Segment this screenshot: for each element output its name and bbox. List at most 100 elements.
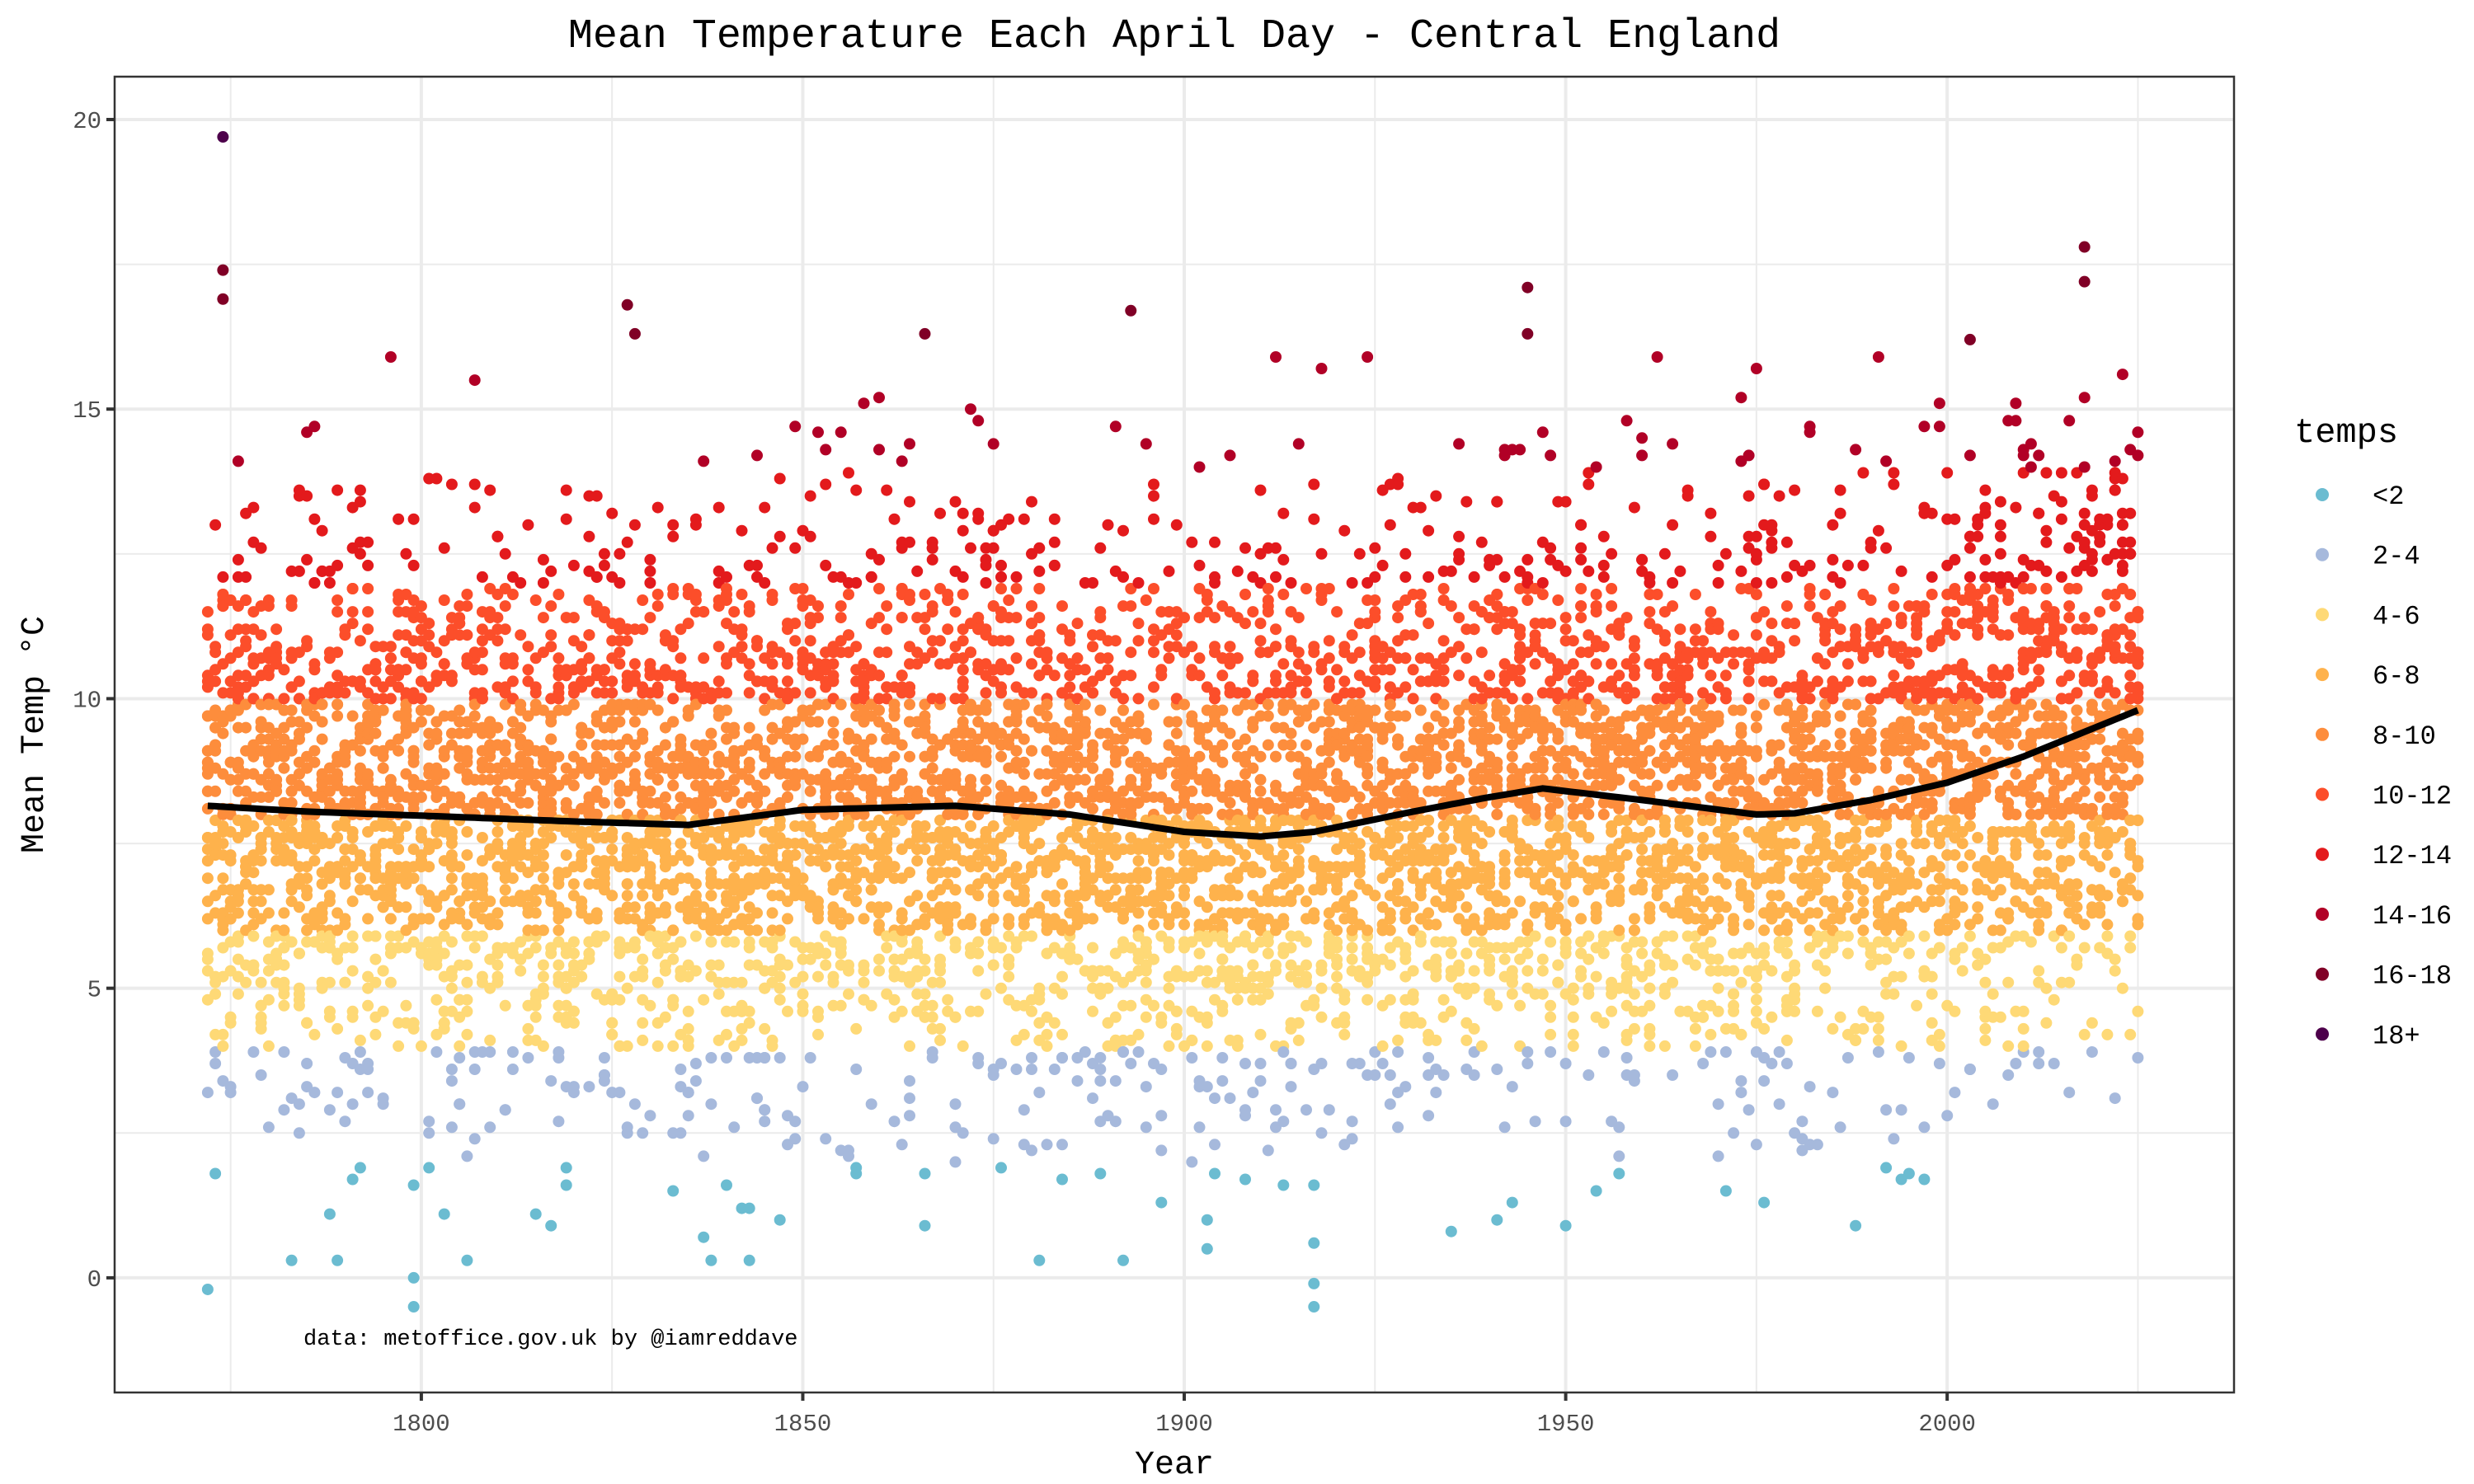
- data-point: [614, 970, 626, 983]
- data-point: [1026, 687, 1037, 699]
- data-point: [545, 1075, 557, 1087]
- data-point: [1056, 988, 1068, 1000]
- data-point: [1308, 1179, 1320, 1191]
- data-point: [957, 507, 969, 519]
- data-point: [468, 501, 481, 514]
- data-point: [1155, 1110, 1168, 1122]
- data-point: [1026, 1144, 1037, 1157]
- data-point: [553, 750, 565, 763]
- data-point: [262, 669, 275, 682]
- data-point: [545, 1219, 557, 1232]
- data-point: [651, 773, 664, 786]
- data-point: [1453, 965, 1465, 977]
- data-point: [461, 976, 473, 989]
- data-point: [1392, 832, 1404, 843]
- data-point: [1384, 1069, 1396, 1081]
- data-point: [308, 1028, 321, 1040]
- data-point: [1270, 351, 1282, 363]
- data-point: [377, 1098, 389, 1111]
- data-point: [812, 750, 824, 763]
- data-point: [728, 727, 741, 740]
- data-point: [651, 687, 664, 699]
- data-point: [393, 843, 405, 856]
- data-point: [583, 1081, 595, 1093]
- data-point: [461, 1150, 473, 1162]
- data-point: [454, 861, 466, 873]
- data-point: [995, 982, 1007, 994]
- data-point: [492, 918, 504, 931]
- data-point: [1041, 646, 1053, 659]
- data-point: [1362, 924, 1374, 937]
- data-point: [865, 773, 877, 786]
- data-point: [820, 959, 832, 971]
- data-point: [1071, 1075, 1084, 1087]
- data-point: [980, 577, 992, 589]
- data-point: [675, 1127, 687, 1139]
- data-point: [1079, 855, 1091, 867]
- data-point: [232, 756, 244, 768]
- data-point: [430, 472, 443, 485]
- data-point: [346, 965, 359, 977]
- data-point: [1003, 664, 1015, 676]
- data-point: [965, 779, 976, 791]
- data-point: [545, 641, 557, 653]
- data-point: [797, 583, 809, 594]
- data-point: [1239, 1173, 1251, 1186]
- data-point: [614, 658, 626, 670]
- data-point: [789, 542, 802, 554]
- data-point: [1224, 641, 1236, 653]
- data-point: [400, 547, 412, 560]
- data-point: [1109, 884, 1122, 896]
- data-point: [949, 884, 962, 896]
- data-point: [713, 959, 725, 971]
- data-point: [1414, 704, 1427, 716]
- data-point: [346, 618, 359, 630]
- data-point: [567, 947, 580, 960]
- data-point: [934, 635, 946, 647]
- data-point: [1338, 993, 1351, 1006]
- data-point: [1216, 1005, 1229, 1017]
- data-point: [1430, 750, 1442, 763]
- data-point: [1018, 1028, 1030, 1040]
- data-point: [1338, 524, 1351, 537]
- data-point: [1094, 1052, 1107, 1064]
- data-point: [278, 1046, 290, 1058]
- data-point: [1362, 739, 1374, 751]
- data-point: [1315, 1011, 1328, 1023]
- data-point: [1064, 681, 1076, 693]
- data-point: [247, 1046, 260, 1058]
- data-point: [1193, 669, 1206, 682]
- data-point: [888, 710, 901, 722]
- data-point: [850, 855, 863, 867]
- data-point: [1125, 646, 1137, 659]
- data-point: [393, 832, 405, 843]
- data-point: [1437, 583, 1450, 594]
- data-point: [492, 959, 504, 971]
- data-point: [201, 623, 214, 636]
- data-point: [1430, 1034, 1442, 1046]
- data-point: [598, 796, 610, 809]
- data-point: [423, 1115, 435, 1128]
- data-point: [598, 547, 610, 560]
- data-point: [461, 959, 473, 971]
- data-point: [934, 953, 946, 965]
- data-point: [1430, 490, 1442, 502]
- data-point: [1064, 635, 1076, 647]
- data-point: [1399, 681, 1412, 693]
- data-point: [323, 895, 336, 908]
- data-point: [1056, 1173, 1068, 1186]
- data-point: [820, 768, 832, 780]
- data-point: [820, 444, 832, 456]
- data-point: [1079, 664, 1091, 676]
- data-point: [1270, 750, 1282, 763]
- data-point: [1315, 768, 1328, 780]
- data-point: [377, 1005, 389, 1017]
- data-point: [492, 970, 504, 983]
- data-point: [1148, 646, 1159, 659]
- data-point: [835, 999, 847, 1012]
- data-point: [1331, 884, 1343, 896]
- data-point: [789, 1133, 802, 1145]
- data-point: [590, 490, 603, 502]
- data-point: [293, 982, 305, 994]
